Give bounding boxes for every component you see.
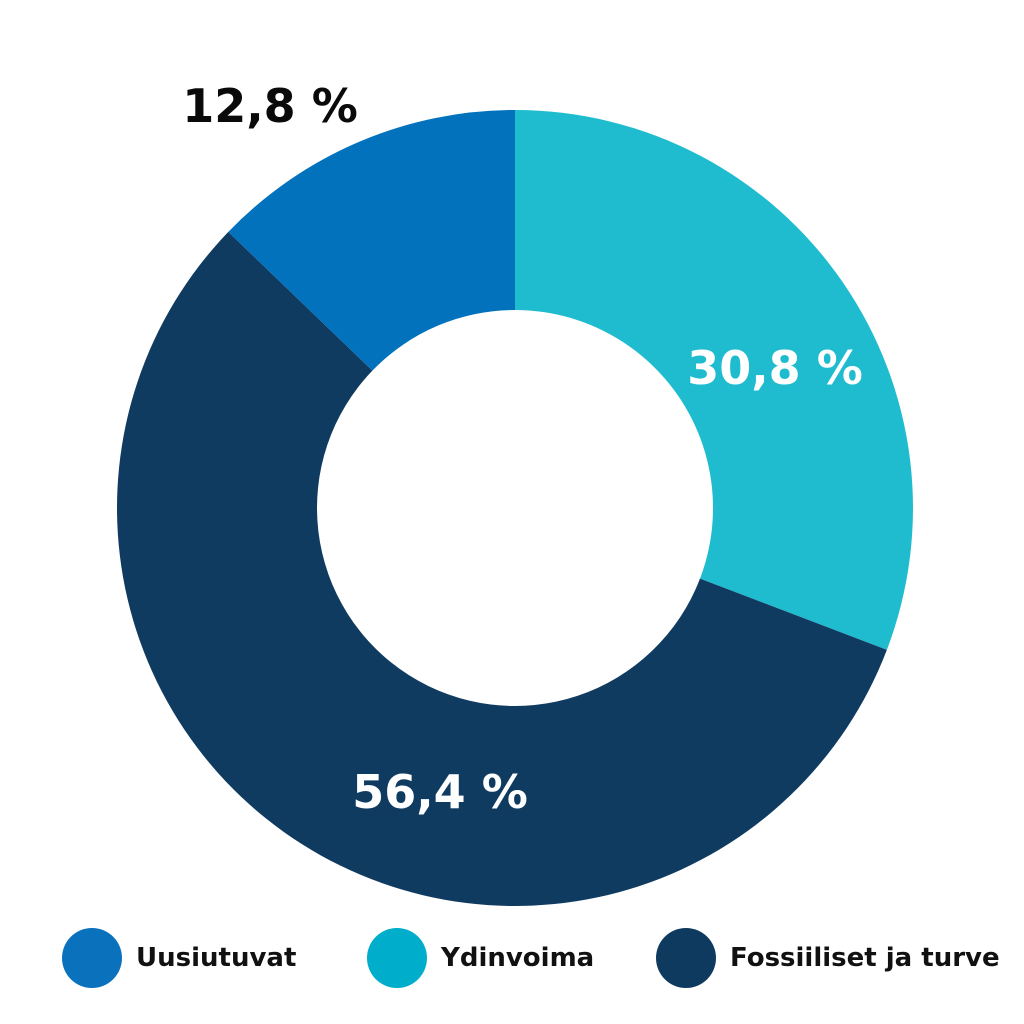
legend: Uusiutuvat Ydinvoima Fossiiliset ja turv… bbox=[0, 926, 1024, 990]
slice-label-uusiutuvat: 12,8 % bbox=[182, 79, 358, 133]
slice-ydinvoima[interactable] bbox=[515, 110, 913, 650]
legend-swatch-fossiiliset-ja-turve bbox=[656, 928, 716, 988]
legend-item-uusiutuvat[interactable]: Uusiutuvat bbox=[62, 926, 296, 990]
legend-item-ydinvoima[interactable]: Ydinvoima bbox=[367, 926, 594, 990]
slice-uusiutuvat[interactable] bbox=[228, 110, 515, 371]
legend-swatch-uusiutuvat bbox=[62, 928, 122, 988]
donut-slices bbox=[116, 110, 913, 907]
legend-label-fossiiliset-ja-turve: Fossiiliset ja turve bbox=[730, 943, 1000, 973]
slice-label-ydinvoima: 30,8 % bbox=[687, 341, 863, 395]
legend-item-fossiiliset-ja-turve[interactable]: Fossiiliset ja turve bbox=[656, 926, 1000, 990]
legend-label-uusiutuvat: Uusiutuvat bbox=[136, 943, 297, 973]
slice-label-fossiiliset-ja-turve: 56,4 % bbox=[352, 765, 528, 819]
slice-labels: 30,8 % 56,4 % 12,8 % bbox=[182, 79, 863, 819]
slice-fossiiliset-ja-turve[interactable] bbox=[116, 231, 887, 907]
legend-label-ydinvoima: Ydinvoima bbox=[441, 943, 595, 973]
legend-swatch-ydinvoima bbox=[367, 928, 427, 988]
